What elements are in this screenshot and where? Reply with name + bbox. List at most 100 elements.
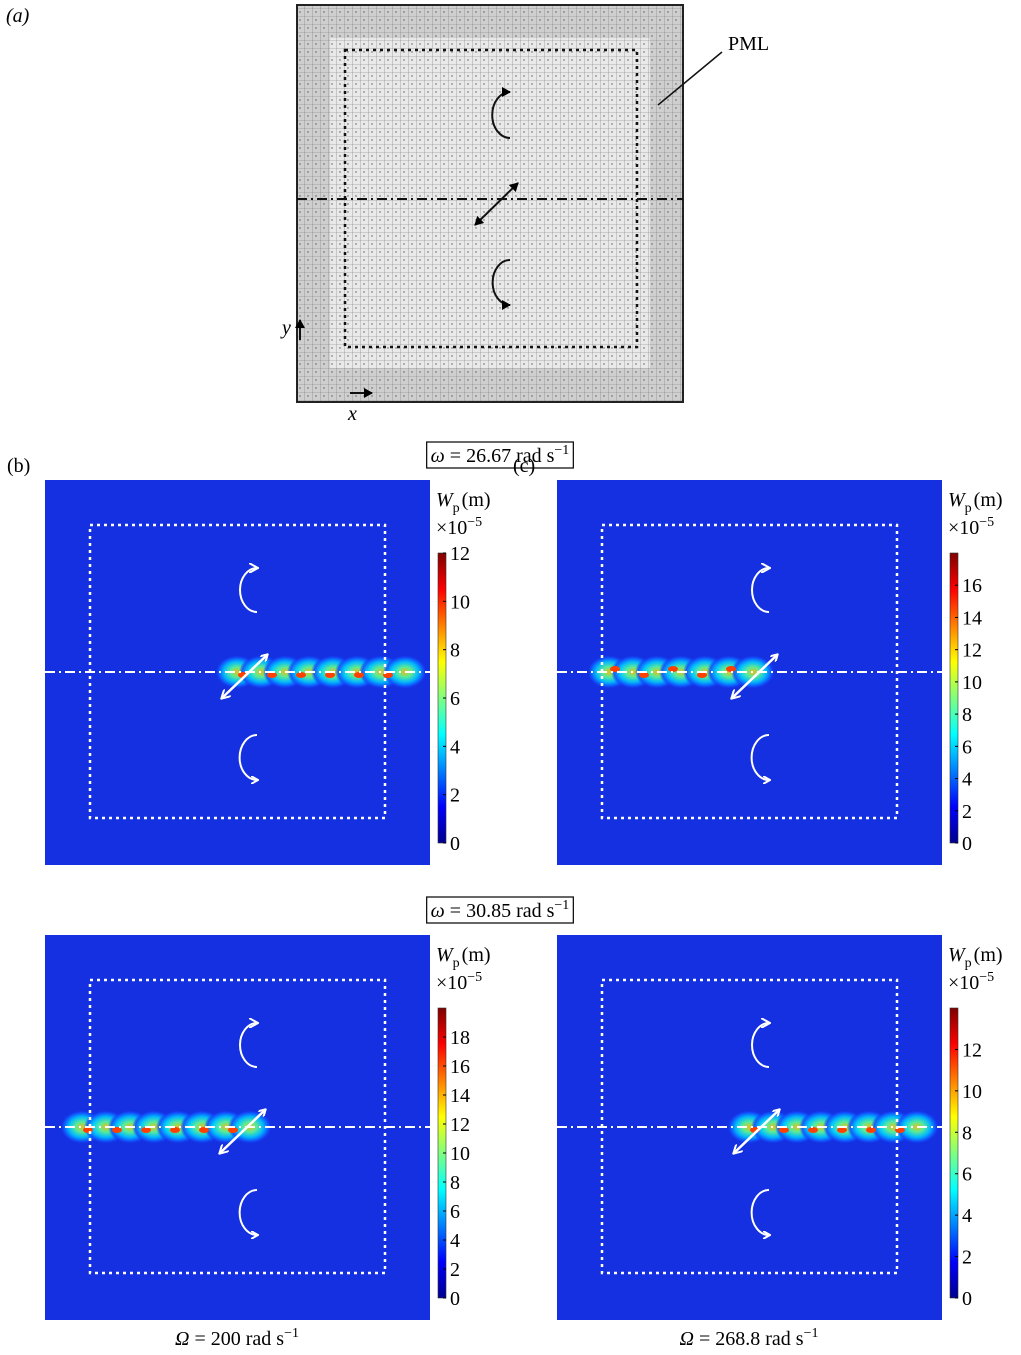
colorbar-tick-label: 16 bbox=[450, 1056, 470, 1078]
superscript: −1 bbox=[554, 898, 569, 913]
symbol: W bbox=[948, 944, 967, 966]
caption: Ω = 200 rad s−1 bbox=[175, 1326, 299, 1350]
colorbar-tick-label: 12 bbox=[450, 543, 470, 565]
panel-label: (a) bbox=[6, 5, 30, 27]
motion-arrow bbox=[474, 182, 519, 226]
rotation-arrow bbox=[751, 568, 769, 613]
colorbar-scale: ×10−5 bbox=[436, 515, 482, 539]
motion-arrow bbox=[734, 1110, 779, 1153]
rotation-arrow bbox=[491, 87, 511, 139]
peak bbox=[610, 666, 620, 672]
rotation-arrow bbox=[238, 1189, 257, 1235]
peak bbox=[199, 1127, 209, 1133]
peak bbox=[354, 672, 364, 678]
rotation-arrow bbox=[751, 1023, 769, 1068]
colorbar-tick-label: 6 bbox=[450, 688, 460, 710]
heatmap-panel bbox=[557, 935, 942, 1320]
y-axis-label: y bbox=[280, 317, 291, 339]
colorbar-tick-label: 14 bbox=[962, 607, 982, 629]
colorbar-tick-label: 12 bbox=[962, 1039, 982, 1061]
colorbar-scale: ×10−5 bbox=[436, 970, 482, 994]
colorbar-tick-label: 8 bbox=[450, 1172, 460, 1194]
rotation-arrow bbox=[238, 734, 257, 780]
colorbar-tick-label: 8 bbox=[962, 1122, 972, 1144]
symbol: W bbox=[436, 489, 455, 511]
colorbar-tick-label: 0 bbox=[450, 1288, 460, 1310]
peak bbox=[170, 1127, 180, 1133]
text: = 268.8 rad s bbox=[694, 1328, 804, 1350]
heatmap-panel bbox=[45, 935, 430, 1320]
colorbar-tick-label: 2 bbox=[962, 1247, 972, 1269]
colorbar-tick-label: 2 bbox=[450, 1259, 460, 1281]
superscript: −1 bbox=[804, 1326, 819, 1341]
colorbar-tick-label: 14 bbox=[450, 1085, 470, 1107]
colorbar-scale: ×10−5 bbox=[948, 515, 994, 539]
colorbar bbox=[949, 1007, 959, 1299]
colorbar bbox=[949, 552, 959, 844]
scale: ×10 bbox=[948, 517, 979, 539]
motion-arrow bbox=[220, 1110, 265, 1153]
colorbar-tick-label: 10 bbox=[450, 591, 470, 613]
peak bbox=[697, 672, 707, 678]
symbol: ω bbox=[431, 445, 445, 467]
colorbar-tick-label: 4 bbox=[450, 1230, 460, 1252]
pml-label: PML bbox=[728, 33, 769, 55]
motion-arrow bbox=[732, 655, 777, 698]
colorbar-scale: ×10−5 bbox=[948, 970, 994, 994]
colorbar-tick-label: 2 bbox=[450, 785, 460, 807]
superscript: −5 bbox=[979, 515, 994, 530]
colorbar-tick-label: 0 bbox=[450, 833, 460, 855]
rotation-arrow bbox=[750, 1189, 769, 1235]
colorbar-tick-label: 10 bbox=[962, 672, 982, 694]
colorbar-tick-label: 18 bbox=[450, 1027, 470, 1049]
colorbar-tick-label: 6 bbox=[962, 736, 972, 758]
superscript: −5 bbox=[979, 970, 994, 985]
rotation-arrow bbox=[491, 259, 511, 310]
label-box bbox=[426, 441, 574, 469]
peak bbox=[837, 1127, 847, 1133]
peak bbox=[808, 1127, 818, 1133]
omega-label: ω = 30.85 rad s−1 bbox=[431, 898, 570, 922]
leader-line bbox=[657, 51, 723, 106]
peak bbox=[639, 672, 649, 678]
peak bbox=[866, 1127, 876, 1133]
subscript: p bbox=[965, 501, 972, 516]
colorbar-tick-label: 12 bbox=[450, 1114, 470, 1136]
heatmap-panel bbox=[557, 480, 942, 865]
colorbar-tick-label: 6 bbox=[962, 1164, 972, 1186]
colorbar-tick-label: 8 bbox=[450, 640, 460, 662]
peak bbox=[668, 666, 678, 672]
colorbar-title: Wp (m) bbox=[436, 489, 491, 516]
symbol: Ω bbox=[680, 1328, 694, 1350]
colorbar-tick-label: 0 bbox=[962, 1288, 972, 1310]
colorbar-tick-label: 10 bbox=[962, 1081, 982, 1103]
colorbar-title: Wp (m) bbox=[948, 944, 1003, 971]
subscript: p bbox=[453, 956, 460, 971]
unit: (m) bbox=[462, 944, 491, 966]
superscript: −5 bbox=[467, 515, 482, 530]
heatmap-panel bbox=[45, 480, 430, 865]
symbol: ω bbox=[431, 900, 445, 922]
panel-label: (c) bbox=[513, 455, 535, 477]
colorbar-tick-label: 2 bbox=[962, 801, 972, 823]
scale: ×10 bbox=[436, 972, 467, 994]
panel-label: (b) bbox=[7, 455, 30, 477]
text: = 200 rad s bbox=[189, 1328, 284, 1350]
text: = 30.85 rad s bbox=[445, 900, 555, 922]
subscript: p bbox=[965, 956, 972, 971]
rotation-arrow bbox=[239, 568, 257, 613]
peak bbox=[112, 1127, 122, 1133]
unit: (m) bbox=[462, 489, 491, 511]
colorbar-tick-label: 0 bbox=[962, 833, 972, 855]
peak bbox=[325, 672, 335, 678]
subscript: p bbox=[453, 501, 460, 516]
panel-a: PML y x (a) bbox=[6, 4, 769, 425]
colorbar-title: Wp (m) bbox=[948, 489, 1003, 516]
colorbar-tick-label: 4 bbox=[962, 1205, 972, 1227]
colorbar-tick-label: 4 bbox=[962, 769, 972, 791]
rotation-arrow bbox=[239, 1023, 257, 1068]
peak bbox=[141, 1127, 151, 1133]
peak bbox=[267, 672, 277, 678]
omega-label: ω = 26.67 rad s−1 bbox=[431, 443, 570, 467]
